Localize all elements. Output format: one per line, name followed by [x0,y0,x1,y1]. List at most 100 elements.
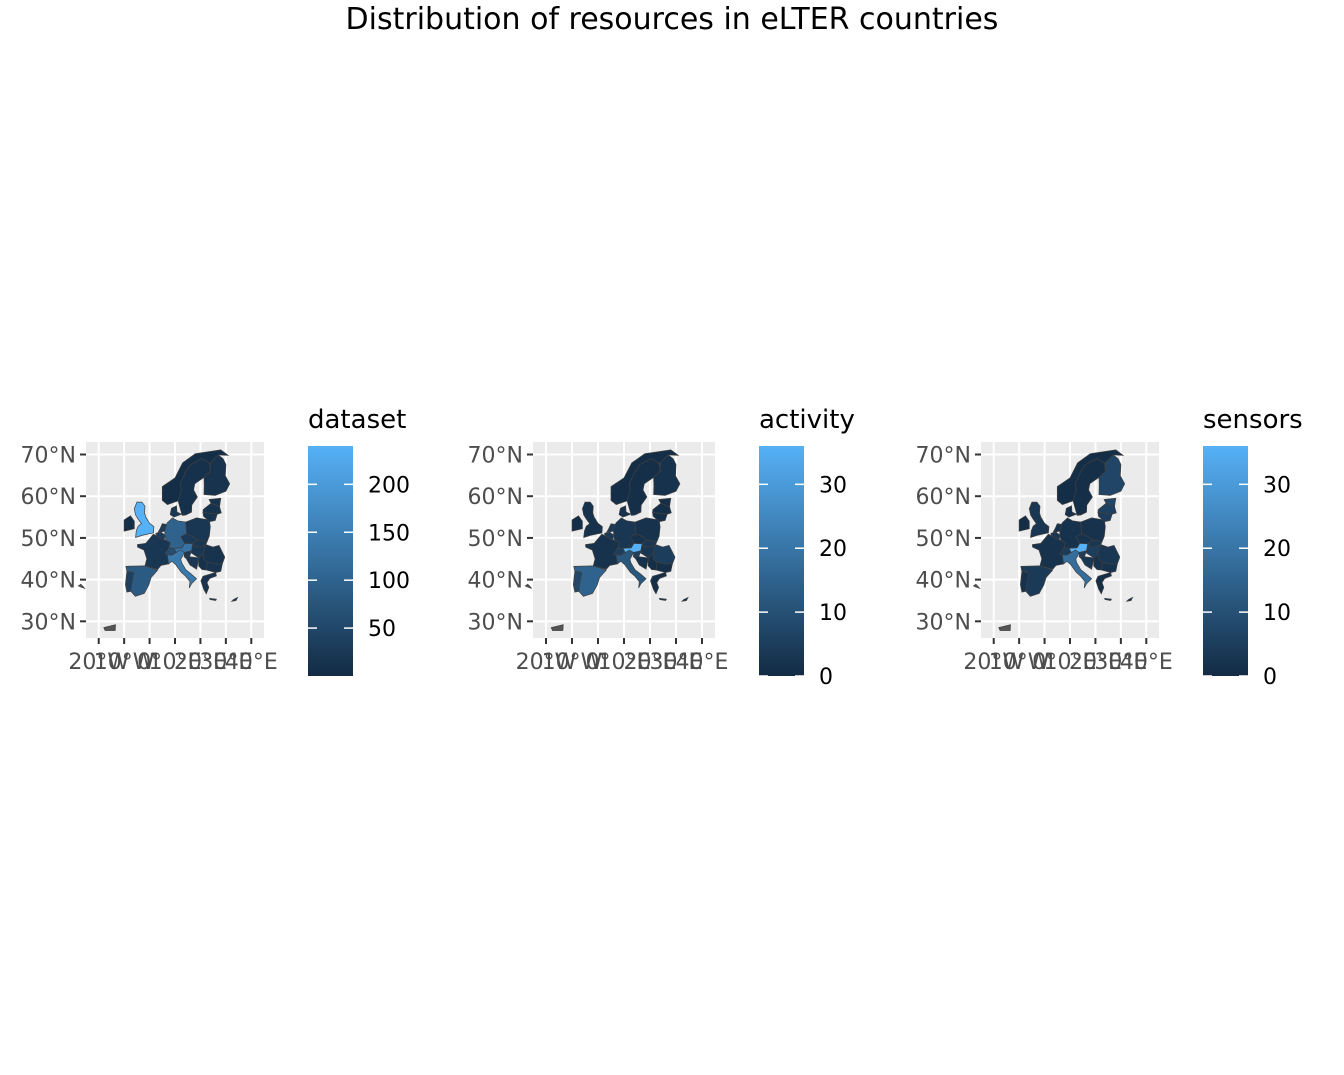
country-azores [524,583,532,589]
country-azores [77,583,86,590]
legend-colorbar [759,446,804,676]
longitude-tick-label: 0° [137,650,162,675]
country-dk [618,505,632,518]
country-lt [1097,512,1113,523]
longitude-tick-label: 20°E [624,650,677,675]
country-canary [550,624,564,631]
country-ie [571,515,583,532]
country-it [166,549,198,589]
country-be [155,531,166,541]
country-fi [653,454,681,496]
country-be [1050,531,1061,541]
legend-break-label: 20 [1263,537,1291,562]
country-no_x [161,449,230,505]
country-pt [1020,570,1030,593]
legend-title: activity [759,405,855,435]
country-lt [202,512,218,523]
latitude-tick-label: 40°N [21,569,76,594]
country-ie [123,515,135,532]
legend-activity: activity 0 10 20 30 [759,405,855,690]
legend-colorbar [308,446,353,676]
country-no_x [610,449,680,505]
latitude-tick-label: 50°N [21,527,76,552]
country-canary [103,624,116,631]
country-pl [185,517,211,543]
country-canary [998,624,1011,631]
latitude-tick-label: 30°N [21,610,76,635]
country-dk [1064,505,1078,518]
country-uk [133,501,155,539]
country-lt [652,512,668,523]
longitude-tick-label: 20°W [963,650,1024,675]
legend-break-label: 0 [819,665,833,690]
longitude-tick-label: 10°E [149,650,202,675]
latitude-tick-label: 50°N [468,527,523,552]
longitude-tick-label: 10°E [598,650,651,675]
country-gr [1095,572,1112,595]
legend-break-label: 10 [819,601,847,626]
legend-break-label: 200 [368,473,410,498]
legend-break-label: 100 [368,569,410,594]
legend-title: sensors [1203,405,1303,435]
longitude-tick-label: 20°W [516,650,577,675]
country-crete [1104,597,1112,601]
longitude-tick-label: 20°E [1069,650,1122,675]
country-hr [1078,556,1095,570]
country-uk [1028,501,1050,539]
map-panel-activity: 70°N 60°N 50°N 40°N 30°N 20°W10°W0°10°E20°E30… [468,442,728,675]
country-uk [582,501,603,539]
country-bg [655,561,673,573]
latitude-tick-label: 30°N [916,610,971,635]
country-hr [183,556,200,570]
legend-break-label: 30 [819,473,847,498]
legend-colorbar [1203,446,1248,676]
country-pt [125,570,135,593]
latitude-tick-label: 50°N [916,527,971,552]
legend-break-label: 20 [819,537,847,562]
longitude-tick-label: 30°E [1094,650,1147,675]
longitude-tick-label: 10°W [989,650,1050,675]
longitude-tick-label: 30°E [650,650,703,675]
legend-dataset: dataset 50 100 150 200 [308,405,410,676]
longitude-tick-label: 0° [1032,650,1057,675]
latitude-tick-label: 60°N [468,485,523,510]
latitude-tick-label: 40°N [468,569,523,594]
country-hr [632,556,649,570]
legend-sensors: sensors 0 10 20 30 [1203,405,1303,690]
longitude-tick-label: 40°E [1120,650,1173,675]
legend-break-label: 50 [368,617,396,642]
country-gr [650,572,667,595]
latitude-tick-label: 70°N [916,444,971,469]
legend-break-label: 10 [1263,601,1291,626]
latitude-tick-label: 70°N [21,444,76,469]
country-cy [230,596,239,602]
country-cy [680,596,689,602]
country-be [604,531,614,541]
latitude-tick-label: 60°N [916,485,971,510]
country-pt [572,570,583,593]
country-fi [203,454,231,496]
country-bg [1101,561,1118,573]
country-crete [658,597,667,601]
legend-break-label: 0 [1263,665,1277,690]
longitude-tick-label: 10°W [542,650,603,675]
main-title: Distribution of resources in eLTER count… [345,2,999,37]
longitude-tick-label: 20°W [68,650,129,675]
latitude-tick-label: 30°N [468,610,523,635]
longitude-tick-label: 0° [586,650,611,675]
country-it [1061,549,1093,589]
country-ie [1018,515,1030,532]
country-gr [200,572,217,595]
legend-break-label: 30 [1263,473,1291,498]
latitude-tick-label: 40°N [916,569,971,594]
country-pl [634,517,661,543]
latitude-tick-label: 60°N [21,485,76,510]
longitude-tick-label: 10°W [94,650,155,675]
longitude-tick-label: 40°E [225,650,278,675]
longitude-tick-label: 10°E [1044,650,1097,675]
country-cy [1125,596,1134,602]
longitude-tick-label: 20°E [174,650,227,675]
country-dk [169,505,183,518]
map-panel-sensors: 70°N 60°N 50°N 40°N 30°N 20°W10°W0°10°E20°E30… [916,442,1173,675]
